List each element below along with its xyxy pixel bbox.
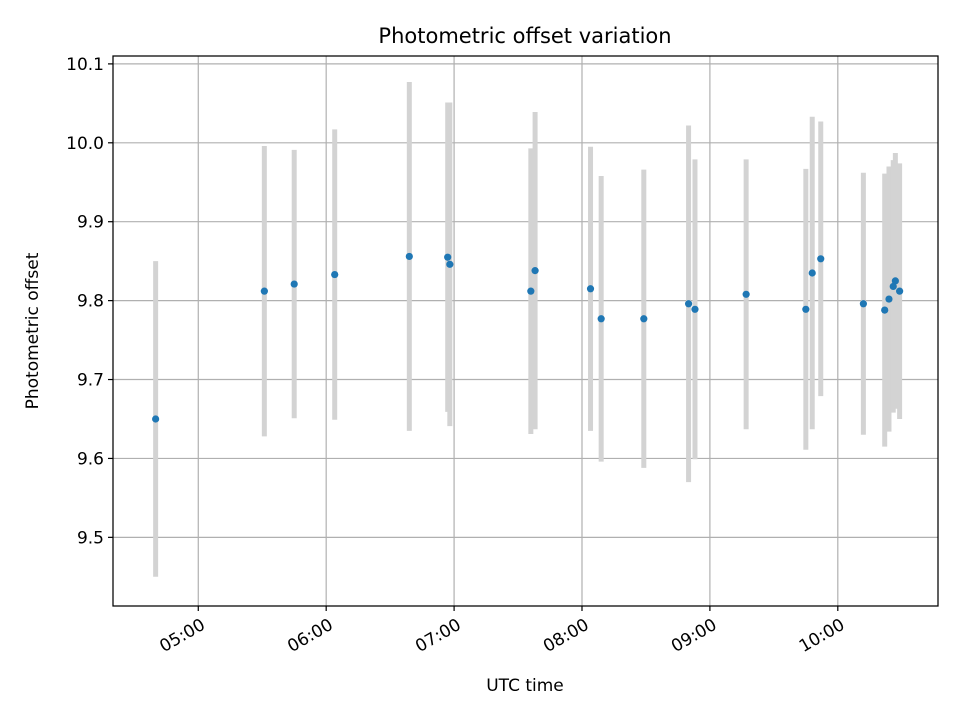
data-point [891, 277, 899, 285]
grid-lines [113, 56, 938, 606]
data-point [597, 315, 605, 323]
x-axis-label: UTC time [486, 676, 564, 696]
y-tick-label: 9.9 [77, 213, 104, 233]
y-tick-label: 10.0 [66, 134, 104, 154]
chart-title: Photometric offset variation [378, 24, 671, 48]
data-point [290, 280, 298, 288]
data-point [640, 315, 648, 323]
y-tick-label: 9.6 [77, 449, 104, 469]
data-point [531, 267, 539, 275]
y-tick-label: 9.7 [77, 371, 104, 391]
data-point [444, 253, 452, 261]
data-point [896, 287, 904, 295]
data-point [808, 269, 816, 277]
data-point [331, 270, 339, 279]
data-points [152, 252, 904, 423]
data-point [742, 290, 750, 298]
data-point [586, 285, 595, 293]
y-axis-label: Photometric offset [23, 252, 43, 409]
y-tick-label: 10.1 [66, 55, 104, 75]
data-point [889, 282, 897, 291]
data-point [881, 306, 889, 314]
plot-area-frame [112, 55, 939, 607]
y-tick-label: 9.5 [77, 528, 104, 548]
y-axis-ticks: 9.5 9.6 9.7 9.8 9.9 10.0 10.1 [66, 55, 113, 548]
data-point [885, 295, 893, 303]
data-point [260, 287, 268, 295]
data-point [802, 305, 810, 313]
data-point [405, 252, 413, 261]
y-tick-label: 9.8 [77, 292, 104, 312]
data-point [446, 260, 454, 268]
data-point [684, 300, 693, 308]
data-point [817, 255, 825, 263]
data-point [527, 287, 535, 295]
data-point [859, 300, 867, 308]
data-point [691, 305, 699, 313]
data-point [152, 415, 160, 423]
